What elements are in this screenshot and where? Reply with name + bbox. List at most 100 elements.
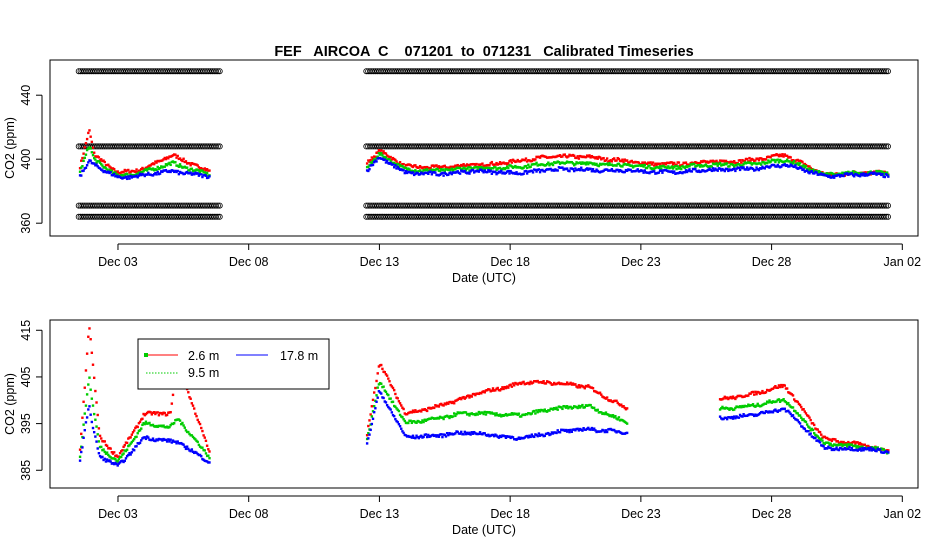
data-point: [80, 432, 83, 436]
data-point: [477, 432, 481, 436]
data-point: [367, 431, 370, 435]
data-point: [818, 170, 822, 174]
data-point: [185, 170, 189, 174]
data-point: [688, 168, 691, 171]
data-point: [483, 391, 486, 394]
data-point: [462, 433, 465, 436]
data-point: [831, 174, 835, 178]
data-point: [868, 449, 871, 452]
data-point: [156, 411, 159, 414]
data-point: [725, 167, 729, 171]
data-point: [203, 167, 206, 170]
data-point: [525, 172, 529, 175]
data-point: [602, 156, 605, 160]
data-point: [374, 407, 377, 410]
data-point: [369, 413, 372, 416]
data-point: [418, 169, 422, 172]
data-point: [490, 160, 494, 164]
data-point: [89, 147, 92, 150]
data-point: [863, 174, 866, 177]
data-point: [534, 158, 537, 161]
data-point: [478, 431, 482, 434]
data-point: [718, 161, 722, 165]
data-point: [112, 167, 116, 171]
data-point: [547, 431, 550, 435]
data-point: [92, 430, 96, 434]
x-tick-label: Dec 23: [621, 255, 661, 269]
data-point: [675, 167, 678, 171]
data-point: [536, 434, 539, 438]
data-point: [463, 430, 466, 434]
data-point: [728, 408, 731, 411]
data-point: [135, 174, 138, 177]
data-point: [488, 166, 491, 170]
data-point: [81, 446, 84, 449]
data-point: [541, 168, 544, 172]
data-point: [881, 172, 884, 176]
data-point: [447, 173, 450, 176]
data-point: [105, 458, 109, 461]
data-point: [621, 165, 624, 168]
data-point: [411, 171, 415, 174]
data-point: [122, 170, 125, 174]
data-point: [648, 164, 651, 167]
data-point: [769, 165, 772, 168]
y-tick-label: 395: [19, 413, 33, 434]
data-point: [565, 381, 569, 384]
data-point: [552, 381, 556, 385]
data-point: [817, 436, 821, 440]
data-point: [102, 159, 105, 162]
bottom-y-axis-label: CO2 (ppm): [3, 373, 17, 435]
data-point: [809, 418, 812, 422]
data-point: [128, 177, 131, 180]
data-point: [398, 402, 402, 405]
data-point: [118, 451, 122, 455]
data-point: [80, 166, 83, 169]
data-point: [788, 404, 791, 407]
data-point: [791, 406, 795, 409]
data-point: [777, 384, 781, 387]
data-point: [385, 403, 389, 407]
data-point: [82, 423, 85, 426]
data-point: [751, 403, 755, 406]
top-y-axis-label: CO2 (ppm): [3, 117, 17, 179]
data-point: [690, 170, 694, 173]
data-point: [201, 175, 204, 179]
data-point: [853, 440, 856, 443]
data-point: [458, 432, 462, 435]
data-point: [134, 426, 137, 430]
data-point: [600, 430, 603, 433]
data-point: [542, 380, 545, 383]
data-point: [592, 162, 596, 165]
data-point: [375, 379, 378, 383]
data-point: [565, 405, 569, 408]
data-point: [398, 161, 402, 164]
data-point: [375, 394, 378, 397]
data-point: [208, 175, 211, 178]
data-point: [165, 413, 169, 417]
data-point: [530, 412, 534, 415]
data-point: [507, 386, 510, 389]
data-point: [544, 382, 548, 385]
data-point: [742, 166, 745, 169]
data-point: [384, 373, 388, 376]
data-point: [370, 415, 374, 418]
data-point: [452, 412, 456, 415]
data-point: [823, 442, 826, 446]
data-point: [556, 169, 559, 172]
data-point: [811, 428, 815, 432]
data-point: [145, 169, 149, 172]
data-point: [137, 174, 141, 177]
data-point: [92, 157, 96, 160]
data-point: [532, 435, 536, 439]
data-point: [384, 156, 388, 159]
data-point: [140, 427, 143, 430]
reference-point: [884, 143, 891, 150]
data-point: [394, 158, 397, 162]
data-point: [578, 168, 582, 172]
data-point: [856, 441, 859, 444]
reference-point: [213, 213, 220, 220]
data-point: [576, 406, 579, 410]
data-point: [138, 429, 142, 432]
data-point: [205, 171, 209, 175]
